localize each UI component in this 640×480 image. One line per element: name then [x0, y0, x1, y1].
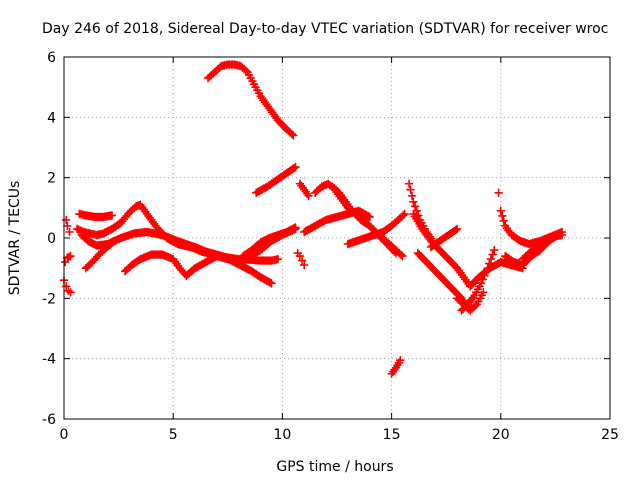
x-tick-label: 0: [60, 427, 69, 443]
data-markers: [452, 288, 488, 315]
x-axis: 0 5 10 15 20 25: [60, 57, 619, 443]
y-axis: 6 4 2 0 -2 -4 -6: [42, 50, 610, 428]
data-markers: [75, 209, 117, 222]
data-series: [452, 288, 488, 315]
chart-title: Day 246 of 2018, Sidereal Day-to-day VTE…: [42, 21, 608, 37]
x-tick-label: 15: [383, 427, 401, 443]
data-series: [60, 251, 75, 267]
data-markers: [404, 179, 438, 246]
data-markers: [295, 179, 313, 201]
data-series: [387, 355, 405, 379]
y-tick-label: 2: [47, 171, 56, 187]
data-markers: [426, 224, 462, 252]
data-markers: [409, 209, 527, 291]
y-tick-label: 0: [47, 231, 56, 247]
data-series: [203, 60, 298, 140]
x-tick-label: 5: [169, 427, 178, 443]
data-series: [238, 223, 300, 261]
data-series: [518, 230, 567, 264]
data-series: [293, 248, 309, 270]
grid: [64, 57, 610, 419]
data-markers: [61, 215, 74, 237]
data-series: [75, 209, 117, 222]
data-markers: [60, 251, 75, 267]
data-markers: [518, 230, 567, 264]
data-series: [404, 179, 438, 246]
data-markers: [81, 236, 119, 273]
data-series: [426, 224, 462, 252]
data-series: [328, 182, 366, 225]
data-series: [59, 275, 75, 297]
y-tick-label: 6: [47, 50, 56, 66]
data-series: [378, 233, 407, 261]
x-tick-label: 25: [601, 427, 619, 443]
data-series: [251, 162, 300, 198]
y-tick-label: 4: [47, 110, 56, 126]
y-tick-label: -4: [42, 352, 56, 368]
data-layer: [59, 60, 567, 379]
data-series: [61, 215, 74, 237]
y-axis-label: SDTVAR / TECUs: [7, 181, 23, 296]
data-markers: [378, 233, 407, 261]
data-markers: [59, 275, 75, 297]
x-tick-label: 10: [273, 427, 291, 443]
data-markers: [387, 355, 405, 379]
data-markers: [238, 223, 300, 261]
data-series: [81, 236, 119, 273]
data-series: [409, 209, 527, 291]
x-axis-label: GPS time / hours: [276, 459, 393, 475]
data-markers: [293, 248, 309, 270]
y-tick-label: -6: [42, 412, 56, 428]
y-tick-label: -2: [42, 291, 56, 307]
data-markers: [328, 182, 366, 225]
x-tick-label: 20: [492, 427, 510, 443]
data-series: [295, 179, 313, 201]
data-markers: [251, 162, 300, 198]
data-markers: [203, 60, 298, 140]
